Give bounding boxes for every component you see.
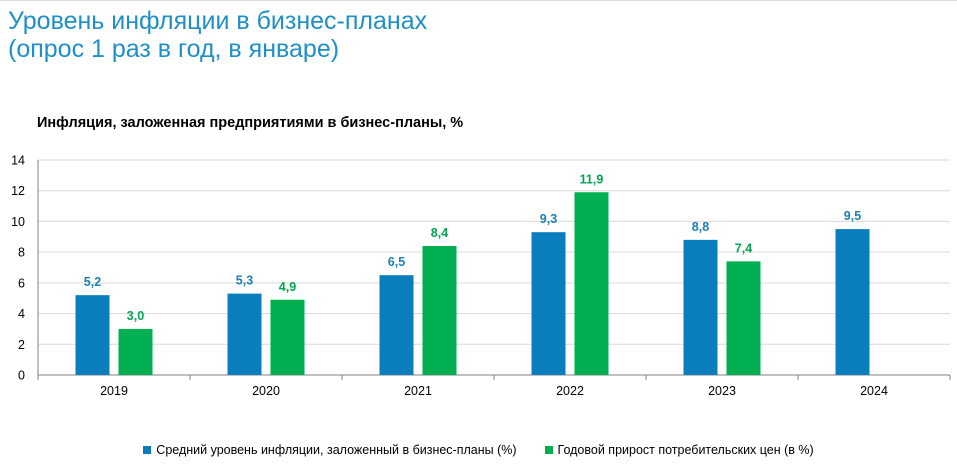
data-label-series-1: 8,8 — [692, 220, 709, 234]
bar-series-2 — [422, 246, 457, 375]
legend-label-series-1: Средний уровень инфляции, заложенный в б… — [156, 443, 517, 457]
bar-series-2 — [270, 299, 305, 375]
slide-title: Уровень инфляции в бизнес-планах (опрос … — [8, 7, 427, 63]
data-label-series-1: 9,3 — [540, 212, 557, 226]
x-tick-label: 2023 — [708, 384, 736, 398]
data-label-series-1: 6,5 — [388, 255, 405, 269]
bar-series-1 — [683, 239, 718, 375]
y-tick-label: 2 — [18, 338, 25, 352]
bar-series-1 — [835, 229, 870, 375]
legend-item-series-2: Годовой прирост потребительских цен (в %… — [544, 443, 814, 457]
x-tick-label: 2024 — [860, 384, 888, 398]
legend-swatch-series-1 — [143, 446, 152, 454]
y-tick-label: 10 — [11, 215, 25, 229]
data-label-series-2: 11,9 — [580, 172, 604, 186]
y-tick-label: 4 — [18, 307, 25, 321]
slide-title-line-1: Уровень инфляции в бизнес-планах — [8, 7, 428, 35]
header-divider — [0, 0, 957, 1]
bar-series-1 — [379, 275, 414, 375]
x-tick-label: 2022 — [556, 384, 584, 398]
data-label-series-1: 9,5 — [844, 209, 861, 223]
legend-label-series-2: Годовой прирост потребительских цен (в %… — [557, 443, 814, 457]
y-tick-label: 12 — [11, 184, 25, 198]
bar-series-2 — [574, 192, 609, 375]
legend-item-series-1: Средний уровень инфляции, заложенный в б… — [143, 443, 517, 457]
data-label-series-1: 5,3 — [236, 274, 253, 288]
data-label-series-1: 5,2 — [84, 275, 101, 289]
chart-legend: Средний уровень инфляции, заложенный в б… — [0, 443, 957, 457]
x-tick-label: 2021 — [404, 384, 432, 398]
bar-series-2 — [118, 328, 153, 375]
bar-series-1 — [75, 295, 110, 375]
data-label-series-2: 3,0 — [127, 309, 144, 323]
x-tick-label: 2020 — [252, 384, 280, 398]
chart-title: Инфляция, заложенная предприятиями в биз… — [37, 115, 464, 131]
bar-series-1 — [227, 293, 262, 375]
y-tick-label: 8 — [18, 246, 25, 260]
data-label-series-2: 8,4 — [431, 226, 448, 240]
y-tick-label: 0 — [18, 369, 25, 383]
data-label-series-2: 4,9 — [279, 280, 296, 294]
bar-series-2 — [726, 261, 761, 375]
y-tick-label: 14 — [11, 154, 25, 168]
x-tick-label: 2019 — [100, 384, 128, 398]
slide-title-line-2: (опрос 1 раз в год, в январе) — [8, 35, 340, 63]
legend-swatch-series-2 — [544, 446, 553, 454]
bar-series-1 — [531, 232, 566, 375]
data-label-series-2: 7,4 — [735, 241, 752, 255]
y-tick-label: 6 — [18, 276, 25, 290]
